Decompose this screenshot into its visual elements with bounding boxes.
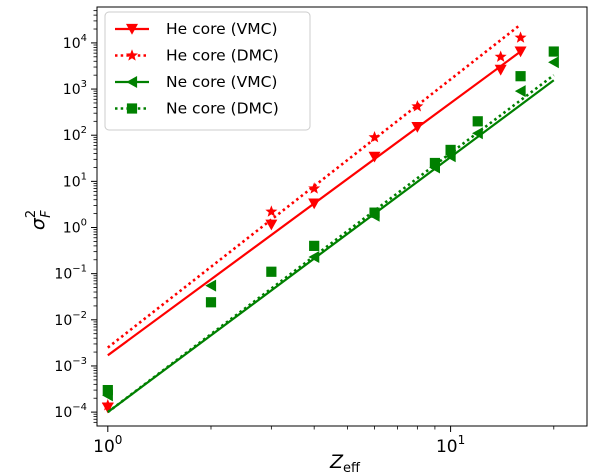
data-point	[445, 144, 456, 156]
y-tick-label: 10−3	[54, 356, 87, 375]
plot-clip-group	[101, 23, 559, 414]
data-point	[308, 182, 321, 194]
legend-entry: He core (DMC)	[115, 47, 279, 65]
data-point	[309, 240, 320, 251]
x-axis-label: Zeff	[329, 451, 361, 474]
data-point	[514, 46, 527, 58]
legend-marker	[126, 49, 138, 61]
data-point	[369, 207, 380, 218]
legend: He core (VMC) He core (DMC) Ne core (VMC) N…	[104, 11, 311, 131]
series-ne-core-dmc	[102, 46, 559, 414]
data-point	[368, 151, 381, 163]
data-point	[205, 297, 217, 308]
legend-label: He core (DMC)	[166, 47, 279, 65]
y-tick-label: 10−2	[54, 310, 87, 329]
legend-label: Ne core (VMC)	[166, 73, 277, 91]
data-point	[308, 198, 321, 210]
legend-marker	[126, 76, 138, 88]
data-point	[265, 205, 278, 217]
y-tick-label: 10−1	[54, 264, 87, 283]
y-tick-label: 103	[63, 79, 87, 98]
legend-label: He core (VMC)	[166, 20, 278, 38]
data-point	[102, 384, 113, 396]
fit-line	[107, 74, 555, 414]
plot-frame	[96, 6, 588, 427]
data-point	[411, 121, 424, 133]
data-point	[266, 266, 277, 277]
data-point	[101, 399, 114, 411]
y-tick-label: 101	[63, 171, 87, 190]
x-tick-label: 100	[93, 433, 122, 457]
legend-entry: He core (VMC)	[115, 20, 278, 38]
y-tick-label: 100	[63, 218, 87, 237]
legend-entry: Ne core (VMC)	[115, 73, 277, 91]
y-tick-label: 102	[63, 125, 87, 144]
legend-label: Ne core (DMC)	[166, 100, 279, 118]
data-point	[494, 50, 507, 62]
data-point	[368, 131, 381, 143]
data-point	[548, 56, 559, 69]
axes: 100 101 10−4 10−3 10−2 10−1 100 101 102 103 104	[54, 6, 588, 457]
data-point	[515, 71, 526, 82]
legend-box	[104, 11, 311, 131]
legend-entry: Ne core (DMC)	[115, 100, 279, 118]
data-point	[472, 116, 483, 127]
data-point	[265, 219, 278, 231]
legend-marker	[126, 103, 138, 114]
data-point	[514, 31, 527, 43]
data-point	[494, 64, 507, 76]
y-axis-label: σ2F	[24, 210, 54, 230]
data-point	[205, 279, 217, 292]
data-point	[429, 157, 441, 169]
fit-line	[107, 23, 522, 349]
plot-area	[101, 23, 559, 414]
data-point	[411, 100, 424, 112]
legend-marker	[126, 23, 138, 35]
x-tick-label: 101	[436, 433, 465, 457]
data-point	[548, 46, 559, 57]
data-point	[514, 85, 526, 98]
y-tick-label: 104	[63, 33, 87, 52]
series-he-core-dmc	[101, 23, 527, 411]
y-tick-label: 10−4	[54, 402, 87, 421]
axis-labels: Zeff σ2F	[24, 210, 361, 474]
